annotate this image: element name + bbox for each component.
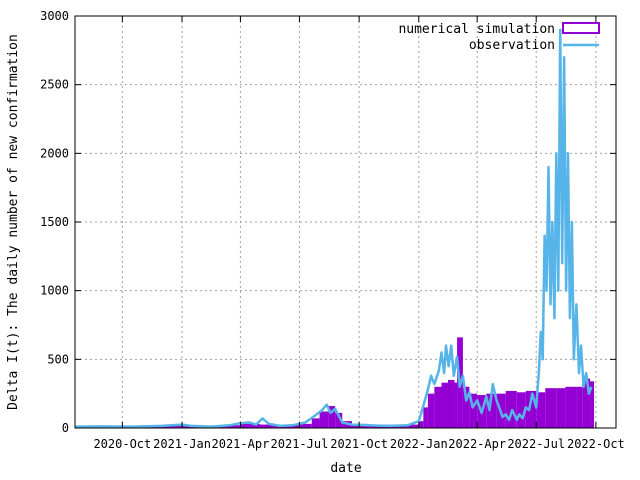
- legend: numerical simulation observation: [398, 22, 600, 53]
- simulation-bar: [556, 388, 566, 428]
- observation-line-group: [74, 28, 593, 428]
- simulation-bar: [319, 411, 329, 428]
- y-tick-label: 500: [47, 352, 69, 366]
- simulation-bar: [590, 381, 595, 428]
- y-tick-label: 0: [62, 421, 69, 435]
- y-axis-label: Delta I(t): The daily number of new conf…: [6, 34, 21, 410]
- x-tick-label: 2021-Oct: [330, 437, 388, 451]
- simulation-bar: [545, 388, 557, 428]
- simulation-bar: [161, 425, 183, 428]
- simulation-bar: [516, 392, 526, 428]
- simulation-bar: [299, 423, 312, 428]
- legend-label-observation: observation: [469, 38, 555, 53]
- y-tick-label: 2500: [40, 78, 69, 92]
- x-tick-label: 2022-Apr: [448, 437, 506, 451]
- legend-label-simulation: numerical simulation: [398, 22, 555, 37]
- simulation-bar: [469, 393, 478, 428]
- y-tick-label: 3000: [40, 9, 69, 23]
- simulation-bar: [486, 393, 497, 428]
- x-tick-label: 2021-Jul: [271, 437, 329, 451]
- x-tick-label: 2021-Jan: [153, 437, 211, 451]
- simulation-bar: [335, 412, 343, 428]
- tick-labels: 2020-Oct 2021-Jan 2021-Apr 2021-Jul 2021-Oct…: [40, 9, 625, 451]
- simulation-bar: [582, 375, 586, 428]
- simulation-bar: [423, 407, 428, 428]
- simulation-bar: [536, 392, 546, 428]
- x-tick-label: 2020-Oct: [93, 437, 151, 451]
- simulation-bar: [447, 379, 455, 428]
- simulation-bar: [427, 393, 435, 428]
- simulation-bar: [565, 386, 577, 428]
- simulation-bar: [434, 386, 442, 428]
- simulation-bar: [220, 425, 241, 428]
- simulation-bar: [328, 406, 336, 428]
- simulation-bar: [311, 418, 320, 428]
- simulation-bar: [240, 423, 260, 428]
- simulation-bar: [418, 421, 424, 428]
- grid: [75, 16, 616, 428]
- ticks: [75, 15, 616, 429]
- x-axis-label: date: [330, 461, 361, 476]
- simulation-bar: [585, 378, 591, 428]
- y-tick-label: 1500: [40, 215, 69, 229]
- x-tick-label: 2022-Jan: [390, 437, 448, 451]
- x-tick-label: 2021-Apr: [212, 437, 270, 451]
- simulation-bar: [576, 386, 583, 428]
- simulation-bar: [462, 386, 470, 428]
- observation-line: [74, 28, 593, 428]
- simulation-bar: [441, 382, 448, 428]
- y-tick-label: 1000: [40, 284, 69, 298]
- x-tick-label: 2022-Jul: [507, 437, 565, 451]
- legend-swatch-simulation: [562, 22, 600, 34]
- simulation-bar: [259, 424, 280, 428]
- simulation-bar: [454, 382, 458, 428]
- simulation-bars: [75, 337, 595, 428]
- x-tick-label: 2022-Oct: [567, 437, 625, 451]
- simulation-bar: [525, 390, 537, 428]
- simulation-bar: [407, 424, 419, 428]
- y-tick-label: 2000: [40, 146, 69, 160]
